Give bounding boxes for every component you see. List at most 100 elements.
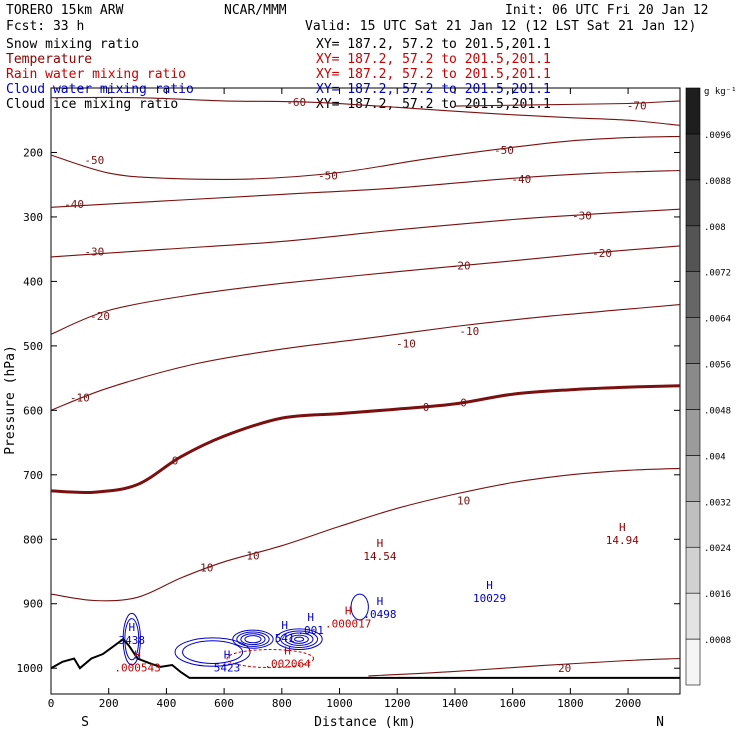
contour-label: -10 (459, 325, 479, 338)
extremum-marker: H (486, 579, 493, 592)
contour-label: 0 (460, 397, 467, 410)
y-tick-label: 300 (23, 211, 43, 224)
colorbar-tick-label: .0096 (704, 131, 731, 141)
temperature-contour--40 (50, 169, 681, 208)
xy-label-cloud-water: XY= 187.2, 57.2 to 201.5,201.1 (316, 82, 551, 97)
field-label-temperature: Temperature (6, 52, 92, 67)
xy-label-temperature: XY= 187.2, 57.2 to 201.5,201.1 (316, 52, 551, 67)
y-tick-label: 800 (23, 533, 43, 546)
extremum-marker: H (224, 648, 231, 661)
extremum-marker: H (134, 648, 141, 661)
contour-label: -50 (84, 154, 104, 167)
colorbar-cell (685, 271, 701, 318)
temperature-contour--20 (50, 245, 681, 335)
contour-label: -70 (627, 99, 647, 112)
colorbar-tick-label: .0016 (704, 590, 731, 600)
x-tick-label: 1000 (326, 697, 353, 710)
colorbar-cell (685, 638, 701, 686)
cloud-contour (289, 634, 309, 644)
extremum-marker: H (377, 537, 384, 550)
extremum-value: 14.54 (363, 550, 396, 563)
extremum-marker: H (619, 521, 626, 534)
cloud-contour (244, 635, 262, 644)
contour-labels: -70 -60 -50 -50 -50 -40 -40 -30 -30 -20 -20 -20 -10 -… (64, 96, 647, 675)
field-label-cloud-ice: Cloud ice mixing ratio (6, 97, 178, 112)
terrain-line (50, 637, 680, 679)
temperature-contour--10 (50, 304, 681, 411)
cloud-contour (236, 631, 270, 647)
y-tick-label: 700 (23, 469, 43, 482)
colorbar-cell (685, 592, 701, 640)
x-tick-label: 200 (99, 697, 119, 710)
colorbar-tick-label: .0008 (704, 636, 731, 646)
x-tick-label: 600 (214, 697, 234, 710)
contour-label: -40 (511, 173, 531, 186)
colorbar-tick-label: .0072 (704, 269, 731, 279)
x-tick-label: 1600 (499, 697, 526, 710)
colorbar: .0008 .0016 .0024 .0032 .004 .0048 .0056 .0064.… (685, 87, 731, 686)
cloud-contour (124, 618, 140, 661)
contour-label: 0 (423, 401, 430, 414)
colorbar-cell (685, 501, 701, 548)
colorbar-cell (685, 317, 701, 364)
colorbar-unit: g kg⁻¹ (704, 87, 737, 97)
field-label-snow: Snow mixing ratio (6, 37, 139, 52)
model-title: TORERO 15km ARW (6, 3, 124, 18)
colorbar-cell (685, 133, 701, 181)
extrema-markers: H14.54H14.94H.0498H10029H3438H.000543H54… (114, 521, 639, 675)
y-tick-label: 200 (23, 146, 43, 159)
temperature-contour--70 (454, 100, 681, 107)
y-tick-label: 900 (23, 598, 43, 611)
cloud-contour (226, 649, 315, 669)
temperature-contour-20 (368, 657, 681, 677)
contour-label: -60 (286, 96, 306, 109)
x-tick-label: 0 (48, 697, 55, 710)
forecast-hour: Fcst: 33 h (6, 19, 84, 34)
cloud-contour (174, 637, 251, 667)
colorbar-cell (685, 225, 701, 272)
contour-label: -20 (90, 310, 110, 323)
colorbar-cell (685, 363, 701, 410)
y-axis-label: Pressure (hPa) (3, 345, 18, 455)
colorbar-tick-label: .0088 (704, 177, 731, 187)
extremum-value: .0498 (363, 608, 396, 621)
org-title: NCAR/MMM (224, 3, 287, 18)
valid-time: Valid: 15 UTC Sat 21 Jan 12 (12 LST Sat … (305, 19, 696, 34)
x-tick-label: 1200 (384, 697, 411, 710)
colorbar-tick-label: .0032 (704, 498, 731, 508)
extremum-value: 3438 (119, 634, 146, 647)
y-tick-label: 1000 (17, 662, 44, 675)
extremum-value: 14.94 (606, 534, 639, 547)
colorbar-tick-label: .0064 (704, 315, 731, 325)
contour-label: -10 (70, 391, 90, 404)
temperature-contour-0 (50, 384, 681, 494)
contour-label: 10 (457, 495, 470, 508)
extremum-marker: H (284, 645, 291, 658)
extremum-value: 541 (275, 632, 295, 645)
y-tick-label: 600 (23, 404, 43, 417)
cloud-contour (294, 636, 305, 642)
extremum-value: .000543 (114, 661, 160, 674)
field-label-cloud-water: Cloud water mixing ratio (6, 82, 194, 97)
init-time: Init: 06 UTC Fri 20 Jan 12 (505, 3, 709, 18)
cloud-contour (275, 628, 323, 651)
contour-label: -20 (592, 247, 612, 260)
contour-label: -10 (396, 337, 416, 350)
temperature-contour--30 (50, 208, 681, 258)
colorbar-tick-label: .004 (704, 452, 726, 462)
y-tick-label: 500 (23, 340, 43, 353)
north-label: N (656, 715, 664, 730)
temperature-contour--60 (50, 96, 681, 126)
cloud-contours (122, 593, 369, 669)
axes-group: 0 200 400 600 800 1000 1200 1400 1600 1800 2000200… (17, 88, 680, 710)
xy-label-cloud-ice: XY= 187.2, 57.2 to 201.5,201.1 (316, 97, 551, 112)
contour-label: -50 (318, 170, 338, 183)
contour-label: -50 (494, 144, 514, 157)
x-tick-label: 400 (156, 697, 176, 710)
contour-label: 10 (246, 549, 259, 562)
extremum-marker: H (377, 595, 384, 608)
contour-label: 20 (558, 662, 571, 675)
temperature-contour--50 (50, 135, 681, 180)
temperature-contours (50, 96, 681, 677)
